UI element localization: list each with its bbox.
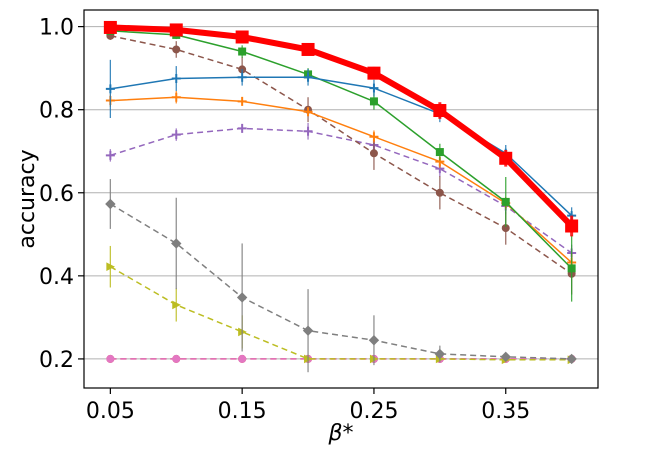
- data-point: [367, 66, 381, 80]
- x-tick-label: 0.25: [349, 399, 398, 424]
- data-point: [303, 107, 313, 117]
- x-tick-label: 0.35: [481, 399, 530, 424]
- data-point: [501, 197, 510, 206]
- series-1: [103, 20, 579, 237]
- data-point: [238, 47, 247, 56]
- y-tick-label: 0.4: [39, 265, 74, 290]
- data-point: [433, 104, 447, 118]
- data-point: [303, 126, 313, 136]
- data-point: [565, 219, 579, 233]
- data-point: [172, 300, 181, 310]
- series-layer: [103, 20, 579, 373]
- y-axis-label: accuracy: [15, 149, 40, 248]
- data-point: [369, 149, 378, 158]
- data-point: [106, 354, 115, 363]
- data-point: [567, 264, 576, 273]
- data-point: [369, 83, 379, 93]
- series-line: [110, 203, 572, 360]
- data-point: [172, 45, 181, 54]
- y-axis-ticks: 0.2 0.4 0.6 0.8 1.0: [39, 16, 84, 373]
- data-point: [499, 151, 513, 165]
- series-3: [106, 26, 576, 302]
- series-8: [106, 245, 577, 365]
- x-tick-label: 0.05: [86, 399, 135, 424]
- data-point: [106, 262, 115, 272]
- series-line: [110, 35, 573, 275]
- data-point: [302, 325, 314, 336]
- y-tick-label: 0.6: [39, 182, 74, 207]
- y-tick-label: 0.8: [39, 99, 74, 124]
- series-7: [105, 179, 577, 373]
- data-point: [171, 130, 181, 140]
- x-tick-label: 0.15: [218, 399, 267, 424]
- data-point: [169, 23, 183, 37]
- data-point: [303, 72, 313, 82]
- data-point: [301, 42, 315, 56]
- data-point: [435, 148, 444, 157]
- y-tick-label: 1.0: [39, 16, 74, 41]
- data-point: [237, 123, 247, 133]
- series-5: [106, 31, 576, 295]
- x-axis-ticks: 0.05 0.15 0.25 0.35: [86, 388, 530, 424]
- data-point: [237, 96, 247, 106]
- data-point: [105, 150, 115, 160]
- grid: [84, 26, 598, 360]
- data-point: [103, 20, 117, 34]
- data-point: [236, 292, 248, 303]
- data-point: [369, 97, 378, 106]
- plot-frame: [83, 9, 599, 389]
- data-point: [369, 132, 379, 142]
- x-axis-label: β*: [327, 421, 353, 446]
- series-line: [110, 24, 574, 229]
- data-point: [235, 30, 249, 44]
- data-point: [434, 348, 446, 360]
- series-line: [110, 266, 572, 361]
- series-line: [110, 30, 573, 269]
- series-line: [110, 96, 573, 264]
- data-point: [435, 188, 444, 197]
- data-point: [172, 354, 181, 363]
- data-point: [566, 353, 577, 365]
- data-point: [105, 84, 115, 94]
- data-point: [500, 351, 511, 363]
- data-point: [237, 72, 247, 82]
- data-point: [368, 335, 380, 346]
- data-point: [171, 238, 182, 249]
- data-point: [171, 74, 181, 84]
- data-point: [238, 354, 247, 363]
- data-point: [105, 198, 116, 210]
- series-line: [110, 127, 573, 254]
- data-point: [171, 92, 181, 102]
- y-tick-label: 0.2: [39, 348, 74, 373]
